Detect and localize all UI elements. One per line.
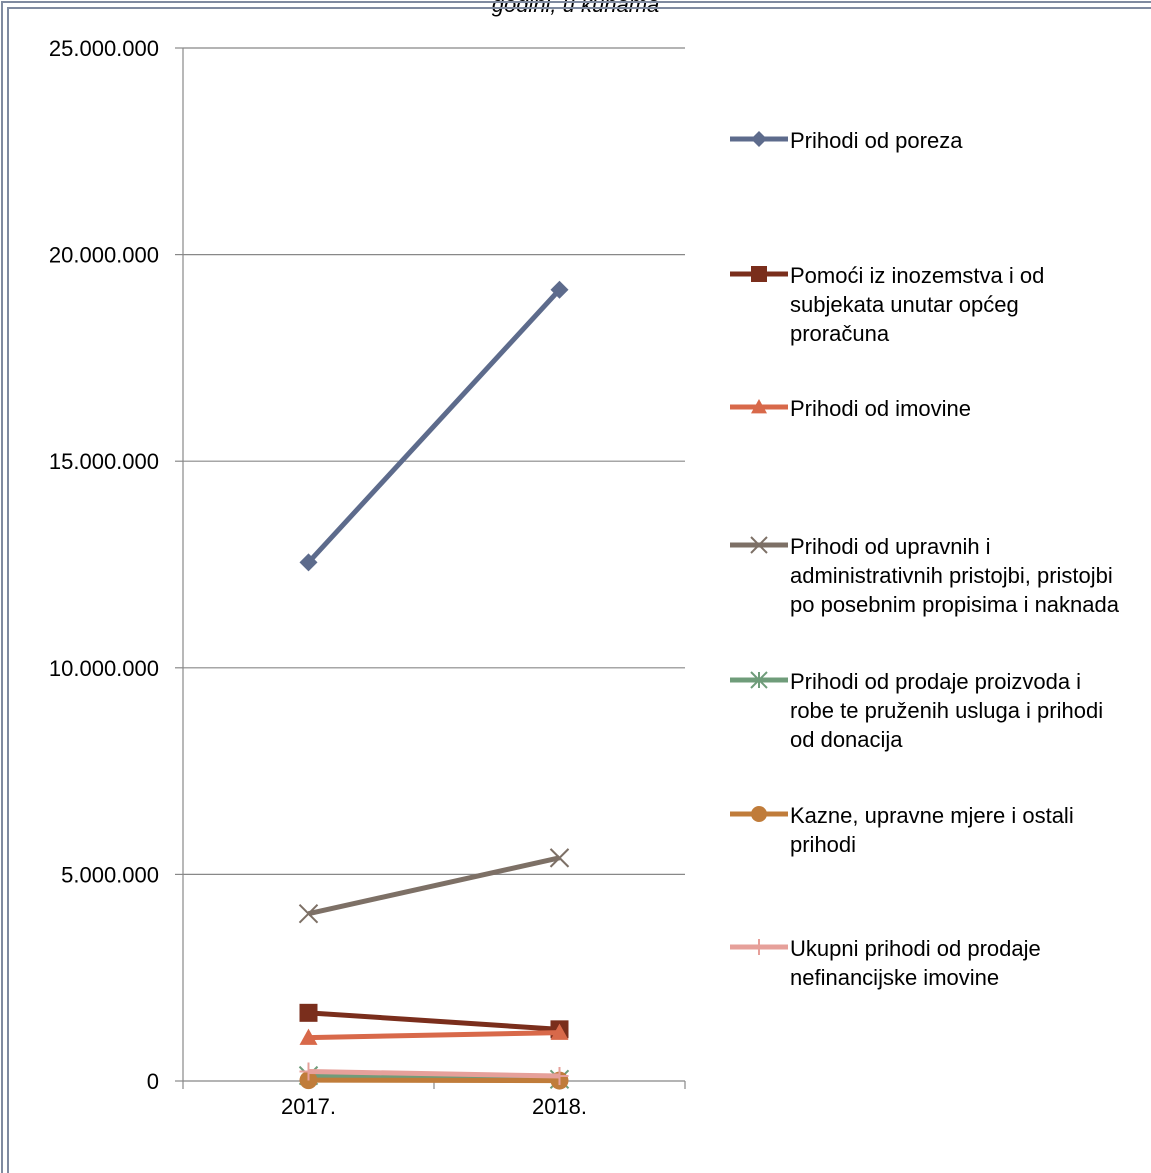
data-point-marker xyxy=(750,671,768,689)
legend-swatch xyxy=(730,131,788,147)
legend-item: Kazne, upravne mjere i ostali prihodi xyxy=(728,802,1120,859)
legend-swatch xyxy=(730,399,788,414)
series-6 xyxy=(299,1062,569,1086)
grid-layer xyxy=(183,47,685,876)
y-tick-label: 25.000.000 xyxy=(49,36,159,61)
legend-label: Kazne, upravne mjere i ostali prihodi xyxy=(790,803,1074,857)
legend-item: Pomoći iz inozemstva i od subjekata unut… xyxy=(728,262,1120,348)
y-tick-label: 15.000.000 xyxy=(49,449,159,474)
chart-border-inner xyxy=(7,7,1151,1173)
y-tick-label: 10.000.000 xyxy=(49,656,159,681)
data-point-marker xyxy=(750,536,768,554)
x-tick-label: 2017. xyxy=(281,1094,336,1119)
series-1 xyxy=(299,1003,569,1039)
y-tick-label: 0 xyxy=(147,1069,159,1094)
legend-item: Prihodi od upravnih i administrativnih p… xyxy=(728,533,1120,619)
legend-item: Prihodi od prodaje proizvoda i robe te p… xyxy=(728,668,1120,754)
legend-label: Prihodi od imovine xyxy=(790,396,971,421)
data-point-marker xyxy=(299,1003,318,1022)
legend-item: Ukupni prihodi od prodaje nefinancijske … xyxy=(728,935,1120,992)
series-line xyxy=(307,855,561,917)
legend-label: Ukupni prihodi od prodaje nefinancijske … xyxy=(790,936,1041,990)
data-point-marker xyxy=(550,1067,569,1086)
data-point-marker xyxy=(751,266,767,282)
series-2 xyxy=(299,1023,569,1045)
data-point-marker xyxy=(751,806,767,822)
data-point-marker xyxy=(299,553,318,572)
legend-swatch xyxy=(730,266,788,282)
series-line xyxy=(308,1010,560,1032)
data-point-marker xyxy=(298,903,319,924)
legend-swatch xyxy=(730,939,788,955)
y-tick-label: 5.000.000 xyxy=(61,862,159,887)
legend-label: Prihodi od upravnih i administrativnih p… xyxy=(790,534,1119,617)
series-line xyxy=(306,288,562,565)
axis-layer: 0 5.000.000 10.000.000 15.000.000 20.000.000… xyxy=(49,36,686,1119)
legend-swatch xyxy=(730,806,788,822)
data-point-marker xyxy=(751,939,767,955)
series-line xyxy=(308,1068,560,1079)
data-point-marker xyxy=(299,1062,318,1081)
x-tick-label: 2018. xyxy=(532,1094,587,1119)
data-point-marker xyxy=(751,131,767,147)
data-point-marker xyxy=(751,399,767,414)
data-point-marker xyxy=(299,1028,318,1045)
series-layer xyxy=(298,280,570,1090)
series-3 xyxy=(298,848,570,924)
legend-item: Prihodi od poreza xyxy=(728,127,1120,155)
series-0 xyxy=(299,280,569,572)
data-point-marker xyxy=(550,280,569,299)
legend-swatch xyxy=(730,671,788,689)
legend-item: Prihodi od imovine xyxy=(728,395,1120,423)
legend-label: Prihodi od poreza xyxy=(790,128,963,153)
data-point-marker xyxy=(549,848,570,868)
legend-label: Prihodi od prodaje proizvoda i robe te p… xyxy=(790,669,1104,752)
y-tick-label: 20.000.000 xyxy=(49,243,159,268)
legend-label: Pomoći iz inozemstva i od subjekata unut… xyxy=(790,263,1045,346)
data-point-marker xyxy=(550,1023,569,1040)
legend-swatch xyxy=(730,536,788,554)
series-line xyxy=(308,1030,560,1041)
